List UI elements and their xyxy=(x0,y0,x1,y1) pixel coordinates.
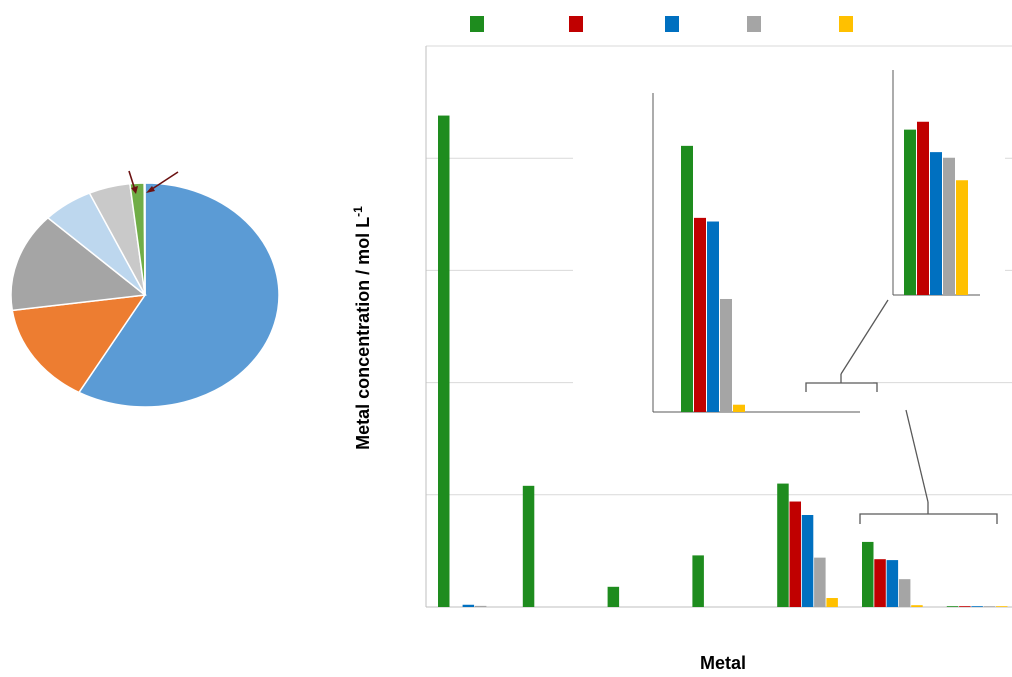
zoom-connectors xyxy=(805,299,998,524)
bar-fe-mdmha xyxy=(826,598,838,607)
bar-cu-2-eh xyxy=(474,605,487,607)
main-y-axis-label: Metal concentration / mol L-1 xyxy=(351,206,373,450)
inset-sn-bar-dbc xyxy=(707,221,719,412)
bar-au-stock xyxy=(946,606,959,607)
connector-to-inset-au xyxy=(840,299,889,375)
bar-au-2-eh xyxy=(983,606,996,607)
au-arrow-line xyxy=(148,171,179,192)
inset-au-chart xyxy=(800,55,1005,340)
bar-au-mdmha xyxy=(996,606,1008,607)
pie-slice-cu xyxy=(77,182,280,408)
inset-sn-bar-stock xyxy=(681,145,693,413)
bar-fe-2-eh xyxy=(814,557,826,607)
inset-au-bar-2-eh xyxy=(943,157,955,295)
legend xyxy=(470,16,853,32)
inset-sn-bar-mdmha xyxy=(733,404,745,412)
inset-au-background xyxy=(800,55,1005,340)
pie-slice-fe xyxy=(11,294,147,394)
inset-au-bar-mibk xyxy=(917,121,929,295)
inset-au-bar-dbc xyxy=(930,152,942,296)
composition-pie-chart xyxy=(10,170,280,408)
bar-ni-stock xyxy=(692,555,704,607)
bar-fe-stock xyxy=(777,483,789,607)
main-x-axis-label: Metal xyxy=(700,653,746,673)
legend-swatch-dbc xyxy=(665,16,679,32)
bar-au-dbc xyxy=(971,606,983,607)
inset-au-bar-stock xyxy=(904,129,916,296)
bar-zn-stock xyxy=(607,586,620,607)
legend-swatch-2-eh xyxy=(747,16,761,32)
zn-arrow-line xyxy=(128,170,136,191)
main-bars xyxy=(438,115,1008,607)
legend-swatch-mdmha xyxy=(839,16,853,32)
bracket-sn-au xyxy=(859,502,998,524)
bar-au-mibk xyxy=(959,606,971,607)
inset-au-bar-mdmha xyxy=(956,180,968,295)
inset-sn-bars xyxy=(652,93,860,413)
bar-fe-dbc xyxy=(801,515,814,607)
bar-cu-stock xyxy=(438,115,450,607)
au-arrow-head xyxy=(146,186,155,193)
bar-sn-stock xyxy=(862,541,874,607)
y-axis-label-superscript: -1 xyxy=(351,206,365,217)
bar-al-stock xyxy=(522,485,535,607)
y-axis-label-main-text: Metal concentration / mol L xyxy=(353,217,373,450)
bar-sn-2-eh xyxy=(898,579,911,607)
bar-cu-dbc xyxy=(462,604,475,607)
bracket-au xyxy=(805,374,878,392)
inset-au-bars xyxy=(892,70,980,296)
bar-sn-mdmha xyxy=(911,605,923,607)
connector-to-inset-sn xyxy=(905,409,929,503)
inset-sn-bar-mibk xyxy=(694,217,706,412)
zn-arrow-head xyxy=(131,186,138,194)
pie-slice-al xyxy=(10,216,147,312)
bar-fe-mibk xyxy=(789,501,801,607)
bar-sn-mibk xyxy=(874,559,886,607)
pie-slice-au xyxy=(143,182,146,296)
inset-sn-bar-2-eh xyxy=(720,298,732,412)
legend-swatch-stock xyxy=(470,16,484,32)
legend-swatch-mibk xyxy=(569,16,583,32)
bar-sn-dbc xyxy=(886,560,899,607)
